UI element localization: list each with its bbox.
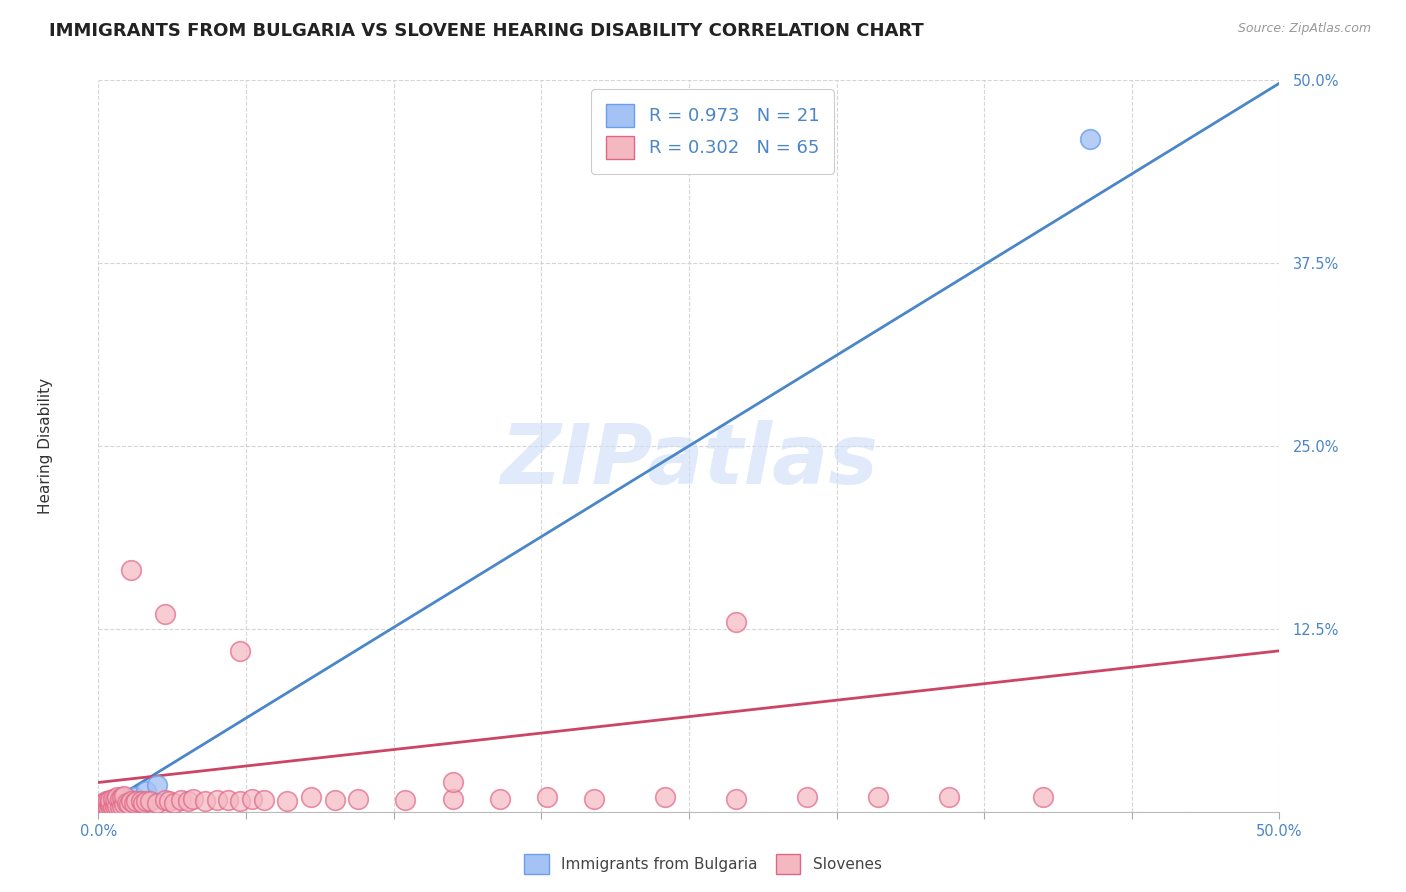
- Point: [105, 798, 128, 813]
- Point: [146, 796, 169, 810]
- Point: [132, 796, 155, 810]
- Point: [157, 795, 180, 809]
- Point: [115, 796, 138, 810]
- Point: [583, 791, 606, 805]
- Point: [108, 800, 131, 814]
- Point: [91, 796, 114, 810]
- Point: [725, 615, 748, 629]
- Point: [112, 797, 135, 812]
- Point: [170, 793, 193, 807]
- Point: [115, 793, 138, 807]
- Point: [163, 796, 186, 810]
- Point: [253, 793, 276, 807]
- Point: [118, 791, 141, 805]
- Text: ZIPatlas: ZIPatlas: [501, 420, 877, 501]
- Point: [98, 793, 121, 807]
- Text: IMMIGRANTS FROM BULGARIA VS SLOVENE HEARING DISABILITY CORRELATION CHART: IMMIGRANTS FROM BULGARIA VS SLOVENE HEAR…: [49, 22, 924, 40]
- Point: [90, 800, 112, 814]
- Point: [94, 798, 117, 813]
- Point: [1032, 790, 1054, 805]
- Point: [240, 791, 263, 805]
- Point: [91, 800, 114, 814]
- Point: [394, 793, 416, 807]
- Point: [98, 798, 121, 813]
- Point: [125, 795, 148, 809]
- Point: [938, 790, 960, 805]
- Point: [101, 791, 124, 805]
- Point: [104, 796, 127, 810]
- Point: [94, 795, 117, 809]
- Point: [489, 791, 512, 805]
- Point: [108, 791, 131, 805]
- Point: [866, 790, 889, 805]
- Point: [135, 795, 157, 809]
- Point: [217, 793, 239, 807]
- Point: [121, 563, 143, 577]
- Point: [299, 790, 322, 805]
- Point: [1080, 132, 1102, 146]
- Point: [97, 800, 120, 814]
- Legend: Immigrants from Bulgaria, Slovenes: Immigrants from Bulgaria, Slovenes: [519, 848, 887, 880]
- Point: [94, 800, 117, 814]
- Point: [90, 800, 112, 814]
- Point: [347, 791, 370, 805]
- Point: [111, 790, 134, 805]
- Point: [177, 795, 200, 809]
- Point: [105, 796, 128, 810]
- Legend: R = 0.973   N = 21, R = 0.302   N = 65: R = 0.973 N = 21, R = 0.302 N = 65: [591, 89, 834, 174]
- Point: [112, 795, 135, 809]
- Point: [536, 790, 558, 805]
- Point: [101, 797, 124, 812]
- Point: [104, 797, 127, 812]
- Point: [229, 644, 252, 658]
- Point: [108, 796, 131, 810]
- Point: [112, 789, 135, 803]
- Point: [97, 797, 120, 812]
- Point: [122, 796, 145, 810]
- Point: [121, 795, 143, 809]
- Point: [97, 795, 120, 809]
- Point: [91, 798, 114, 813]
- Point: [101, 800, 124, 814]
- Point: [229, 795, 252, 809]
- Point: [323, 793, 346, 807]
- Point: [146, 778, 169, 792]
- Point: [654, 790, 676, 805]
- Point: [194, 795, 217, 809]
- Text: Hearing Disability: Hearing Disability: [38, 378, 53, 514]
- Point: [129, 795, 152, 809]
- Point: [104, 793, 127, 807]
- Text: Source: ZipAtlas.com: Source: ZipAtlas.com: [1237, 22, 1371, 36]
- Point: [111, 795, 134, 809]
- Point: [181, 791, 204, 805]
- Point: [98, 796, 121, 810]
- Point: [441, 775, 464, 789]
- Point: [98, 798, 121, 813]
- Point: [205, 793, 228, 807]
- Point: [104, 798, 127, 813]
- Point: [135, 784, 157, 798]
- Point: [139, 795, 162, 809]
- Point: [276, 795, 298, 809]
- Point: [105, 790, 128, 805]
- Point: [94, 798, 117, 813]
- Point: [441, 791, 464, 805]
- Point: [153, 607, 176, 622]
- Point: [725, 791, 748, 805]
- Point: [97, 798, 120, 813]
- Point: [796, 790, 818, 805]
- Point: [118, 797, 141, 812]
- Point: [122, 790, 145, 805]
- Point: [90, 798, 112, 813]
- Point: [111, 798, 134, 813]
- Point: [91, 797, 114, 812]
- Point: [153, 793, 176, 807]
